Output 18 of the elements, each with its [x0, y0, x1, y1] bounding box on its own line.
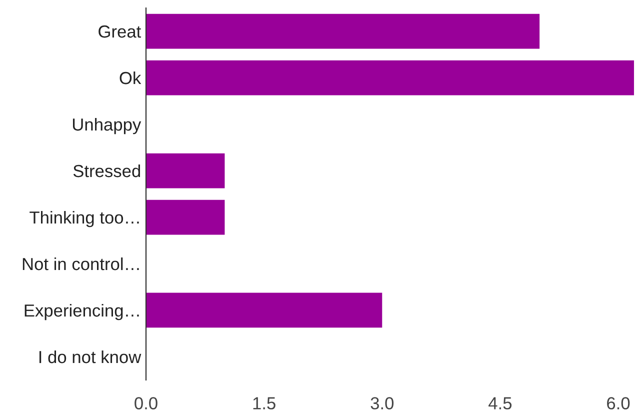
x-tick-label: 3.0	[370, 397, 394, 410]
y-tick-label: Ok	[120, 71, 142, 84]
bar	[146, 153, 225, 188]
bar	[146, 200, 225, 235]
y-tick-label: Experiencing…	[24, 304, 139, 320]
y-tick-label: I do not know	[39, 350, 142, 364]
x-tick-label: 4.5	[488, 397, 512, 410]
y-tick-label: Not in control…	[22, 257, 139, 270]
y-tick-label: Great	[98, 25, 142, 38]
bar	[146, 60, 634, 96]
bar	[146, 292, 382, 328]
x-tick-label: 0.0	[134, 397, 158, 410]
x-tick-label: 1.5	[253, 397, 276, 410]
y-tick-label: Thinking too…	[30, 210, 139, 228]
y-tick-label: Stressed	[73, 164, 140, 178]
y-tick-label: Unhappy	[72, 118, 142, 134]
bar	[146, 14, 540, 49]
x-tick-label: 6.0	[607, 397, 630, 410]
